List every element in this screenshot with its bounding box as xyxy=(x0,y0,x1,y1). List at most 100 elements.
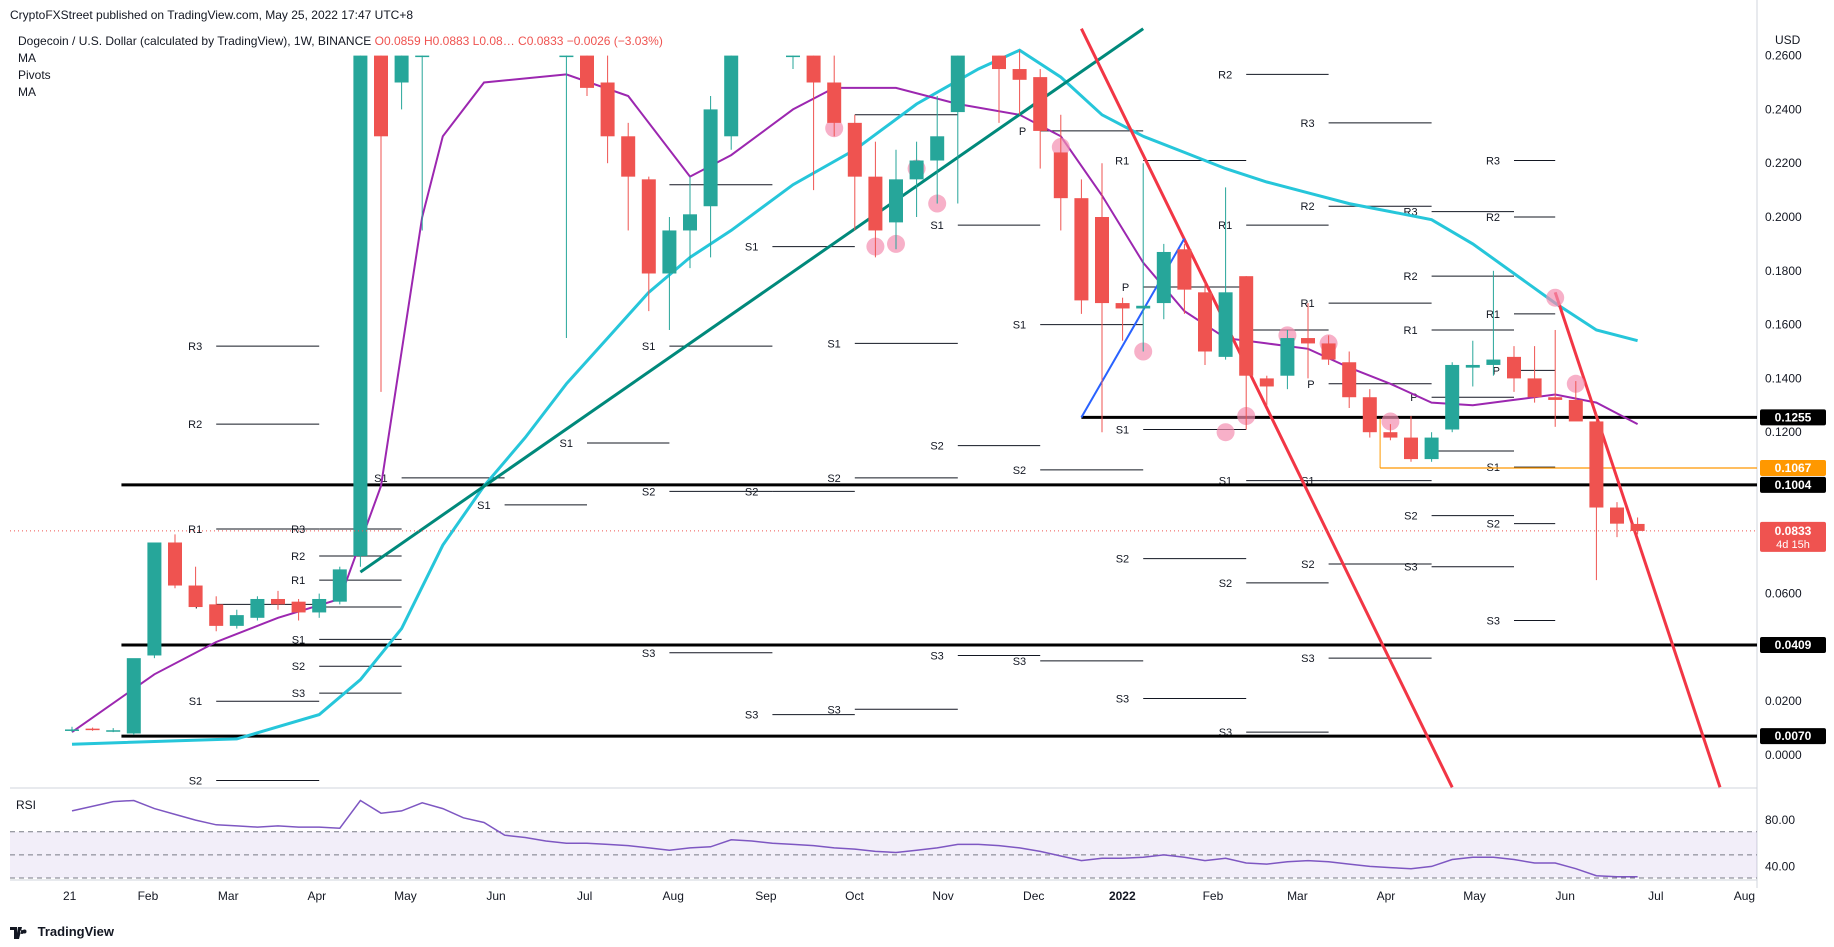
candle-body xyxy=(1527,378,1542,398)
pivot-label: S1 xyxy=(1116,425,1129,437)
candle-body xyxy=(209,604,224,626)
candle-body xyxy=(992,55,1006,70)
indicator-ma-1[interactable]: MA xyxy=(18,51,36,65)
candle-body xyxy=(1610,507,1624,524)
y-tick-label: 0.0600 xyxy=(1765,587,1802,601)
ma-fast-line xyxy=(71,73,1639,733)
swing-marker xyxy=(1381,412,1400,431)
candle-body xyxy=(1383,432,1398,438)
pivot-label: P xyxy=(1493,365,1500,377)
candle-body xyxy=(1424,437,1439,460)
x-tick-label: Jun xyxy=(486,889,505,903)
last-price-value: 0.0833 xyxy=(1775,524,1812,538)
rsi-tick-label: 40.00 xyxy=(1765,859,1795,873)
y-tick-label: 0.2000 xyxy=(1765,210,1802,224)
candle-body xyxy=(1589,421,1604,508)
chart-canvas[interactable]: R3 R2 R1 P S1 S2 R3 R2 R1 P S1 S2 S3 S1 S1 S1 S2 S2 S3 S3 S1… xyxy=(0,0,1834,920)
pivot-label: S2 xyxy=(745,486,758,498)
candle-body xyxy=(188,585,203,608)
pivot-label: S3 xyxy=(1013,656,1026,668)
candle-body xyxy=(271,598,285,605)
y-tick-label: 0.1200 xyxy=(1765,425,1802,439)
x-tick-label: Aug xyxy=(1734,889,1755,903)
symbol-row[interactable]: Dogecoin / U.S. Dollar (calculated by Tr… xyxy=(18,33,663,50)
level-tag xyxy=(1760,476,1826,493)
pivot-label: R3 xyxy=(1486,156,1500,168)
level-tag-label: 0.1004 xyxy=(1775,478,1812,492)
pivot-label: S1 xyxy=(827,338,840,350)
candle-body xyxy=(1465,364,1480,368)
pivot-label: R2 xyxy=(291,551,305,563)
candle-body xyxy=(703,109,718,207)
indicator-ma-2[interactable]: MA xyxy=(18,85,36,99)
level-tag-label: 0.0409 xyxy=(1775,638,1812,652)
pivot-label: S3 xyxy=(827,704,840,716)
pivot-label: S2 xyxy=(642,486,655,498)
candle-body xyxy=(1280,338,1295,376)
candle-body xyxy=(1095,217,1109,304)
candle-body xyxy=(1053,152,1068,199)
pivot-label: S2 xyxy=(1487,519,1500,531)
x-tick-label: Jun xyxy=(1556,889,1575,903)
candle-body xyxy=(374,55,388,137)
candle-body xyxy=(580,55,594,88)
candle-body xyxy=(641,179,656,274)
symbol-title: Dogecoin / U.S. Dollar (calculated by Tr… xyxy=(18,34,372,48)
indicator-pivots[interactable]: Pivots xyxy=(18,68,51,82)
chart-legend: Dogecoin / U.S. Dollar (calculated by Tr… xyxy=(18,33,663,101)
pivot-label: R2 xyxy=(1218,69,1232,81)
level-tag-label: 0.1067 xyxy=(1775,461,1812,475)
currency-label: USD xyxy=(1775,33,1801,47)
candle-body xyxy=(786,55,800,58)
y-tick-label: 0.2200 xyxy=(1765,156,1802,170)
x-tick-label: 21 xyxy=(63,889,77,903)
x-tick-label: Mar xyxy=(218,889,239,903)
y-tick-label: 0.0200 xyxy=(1765,694,1802,708)
candle-body xyxy=(1136,305,1151,309)
x-tick-label: May xyxy=(394,889,417,903)
pivot-label: P xyxy=(1122,282,1129,294)
candle-body xyxy=(889,179,903,223)
trendline-green xyxy=(359,27,1145,574)
x-tick-label: Feb xyxy=(1203,889,1224,903)
pivot-label: R3 xyxy=(1301,118,1315,130)
candle-body xyxy=(1507,356,1521,379)
candle-body xyxy=(662,230,677,274)
candle-body xyxy=(724,55,739,137)
candle-body xyxy=(1177,249,1192,290)
pivot-label: S1 xyxy=(292,634,305,646)
candle-body xyxy=(1568,399,1583,422)
pivot-label: R1 xyxy=(1115,156,1129,168)
pivot-label: S3 xyxy=(1116,694,1129,706)
pivot-label: P xyxy=(1307,379,1314,391)
pivot-label: S2 xyxy=(930,441,943,453)
trendline-red xyxy=(1080,28,1454,788)
y-tick-label: 0.2400 xyxy=(1765,102,1802,116)
x-tick-label: Oct xyxy=(845,889,864,903)
candle-body xyxy=(847,122,862,177)
pivot-label: R1 xyxy=(291,575,305,587)
candle-body xyxy=(621,136,636,177)
candle-body xyxy=(1259,378,1274,387)
pivot-label: R3 xyxy=(291,524,305,536)
trendline-red xyxy=(1553,291,1722,788)
pivot-label: S3 xyxy=(642,648,655,660)
pivot-label: S2 xyxy=(1013,465,1026,477)
candle-body xyxy=(559,55,574,58)
level-tag xyxy=(1760,728,1826,745)
x-tick-label: Feb xyxy=(138,889,159,903)
level-tag-label: 0.0070 xyxy=(1775,729,1812,743)
ma-slow-line xyxy=(71,48,1638,746)
tradingview-footer[interactable]: TradingView xyxy=(10,924,114,939)
y-tick-label: 0.1800 xyxy=(1765,264,1802,278)
pivot-label: R2 xyxy=(1301,201,1315,213)
pivot-label: R1 xyxy=(1404,325,1418,337)
pivot-label: S1 xyxy=(1013,320,1026,332)
candle-body xyxy=(1445,364,1460,430)
candle-body xyxy=(1486,359,1501,365)
pivot-label: R2 xyxy=(188,419,202,431)
bar-countdown: 4d 15h xyxy=(1776,539,1810,551)
pivot-label: S1 xyxy=(477,500,490,512)
candle-body xyxy=(1630,523,1645,531)
pivot-label: S2 xyxy=(292,661,305,673)
